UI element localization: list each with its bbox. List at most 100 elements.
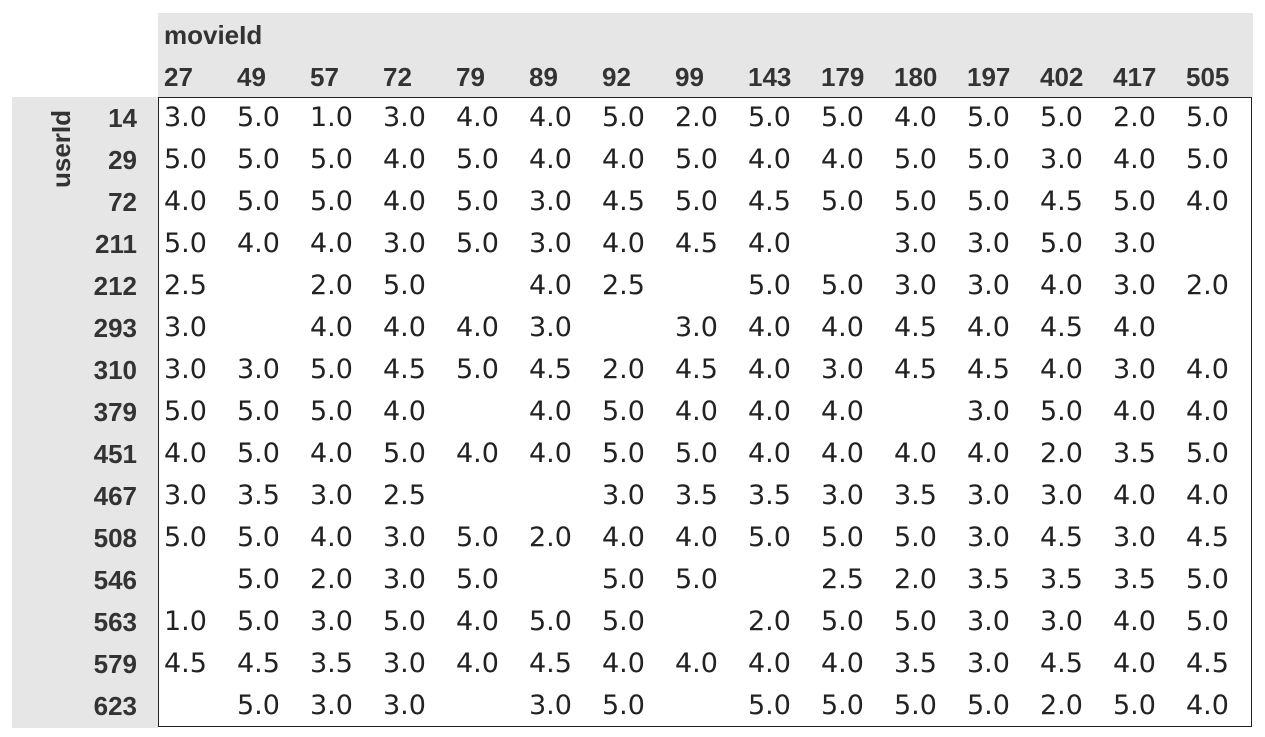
- cell-value: 3.5: [1040, 564, 1083, 595]
- cell-value: 5.0: [164, 396, 207, 427]
- cell-value: 3.5: [1113, 564, 1156, 595]
- cell-value: 4.0: [529, 144, 572, 175]
- column-label: 143: [748, 62, 792, 92]
- cell-value: 4.0: [967, 312, 1010, 343]
- cell-value: 5.0: [748, 102, 791, 133]
- cell-value: 5.0: [1186, 438, 1229, 469]
- cell-value: 4.5: [602, 186, 645, 217]
- row-label: 293: [93, 313, 137, 343]
- cell-value: 2.0: [310, 564, 353, 595]
- cell-value: 3.0: [310, 690, 353, 721]
- cell-value: 3.5: [237, 480, 280, 511]
- cell-value: 3.0: [1040, 606, 1083, 637]
- cell-value: 5.0: [967, 186, 1010, 217]
- cell-value: 3.5: [894, 480, 937, 511]
- cell-value: 5.0: [821, 690, 864, 721]
- cell-value: 4.5: [383, 354, 426, 385]
- cell-value: 3.0: [1113, 228, 1156, 259]
- cell-value: 2.0: [1113, 102, 1156, 133]
- cell-value: 5.0: [237, 438, 280, 469]
- cell-value: 3.5: [894, 648, 937, 679]
- cell-value: 5.0: [237, 186, 280, 217]
- cell-value: 4.5: [529, 648, 572, 679]
- cell-value: 4.0: [383, 396, 426, 427]
- cell-value: 5.0: [237, 564, 280, 595]
- cell-value: 3.0: [1113, 270, 1156, 301]
- row-header-band: [12, 97, 158, 728]
- cell-value: 4.0: [1113, 648, 1156, 679]
- column-label: 402: [1040, 62, 1084, 92]
- column-label: 27: [164, 62, 193, 92]
- cell-value: 3.0: [164, 480, 207, 511]
- cell-value: 5.0: [894, 144, 937, 175]
- cell-value: 5.0: [1040, 228, 1083, 259]
- cell-value: 5.0: [456, 522, 499, 553]
- row-label: 623: [93, 691, 137, 721]
- cell-value: 4.0: [1186, 480, 1229, 511]
- column-label: 79: [456, 62, 485, 92]
- cell-value: 2.0: [675, 102, 718, 133]
- cell-value: 4.0: [237, 228, 280, 259]
- cell-value: 5.0: [456, 186, 499, 217]
- cell-value: 3.0: [529, 186, 572, 217]
- cell-value: 4.0: [748, 354, 791, 385]
- column-label: 92: [602, 62, 631, 92]
- cell-value: 5.0: [675, 438, 718, 469]
- cell-value: 4.0: [310, 438, 353, 469]
- cell-value: 3.0: [967, 606, 1010, 637]
- cell-value: 4.5: [675, 228, 718, 259]
- cell-value: 5.0: [602, 396, 645, 427]
- cell-value: 5.0: [456, 144, 499, 175]
- cell-value: 5.0: [675, 144, 718, 175]
- column-label: 197: [967, 62, 1011, 92]
- column-header-title: movieId: [164, 20, 263, 50]
- cell-value: 3.0: [383, 690, 426, 721]
- row-label: 579: [93, 649, 137, 679]
- cell-value: 4.0: [310, 312, 353, 343]
- cell-value: 5.0: [310, 354, 353, 385]
- cell-value: 5.0: [237, 144, 280, 175]
- cell-value: 4.0: [675, 522, 718, 553]
- cell-value: 3.0: [967, 480, 1010, 511]
- cell-value: 4.0: [164, 438, 207, 469]
- cell-value: 4.0: [529, 396, 572, 427]
- cell-value: 5.0: [1186, 564, 1229, 595]
- cell-value: 4.0: [602, 648, 645, 679]
- cell-value: 4.0: [602, 144, 645, 175]
- row-label: 72: [108, 187, 137, 217]
- row-label: 467: [93, 481, 137, 511]
- cell-value: 2.5: [164, 270, 207, 301]
- cell-value: 4.5: [237, 648, 280, 679]
- cell-value: 3.0: [164, 102, 207, 133]
- cell-value: 4.0: [602, 228, 645, 259]
- cell-value: 2.0: [310, 270, 353, 301]
- cell-value: 3.0: [383, 228, 426, 259]
- cell-value: 4.0: [456, 312, 499, 343]
- cell-value: 5.0: [967, 144, 1010, 175]
- cell-value: 4.0: [748, 438, 791, 469]
- cell-value: 5.0: [310, 186, 353, 217]
- cell-value: 4.5: [894, 354, 937, 385]
- cell-value: 5.0: [602, 438, 645, 469]
- cell-value: 5.0: [602, 564, 645, 595]
- cell-value: 4.0: [748, 648, 791, 679]
- cell-value: 4.0: [821, 312, 864, 343]
- cell-value: 4.0: [1186, 690, 1229, 721]
- cell-value: 4.0: [456, 648, 499, 679]
- cell-value: 5.0: [602, 102, 645, 133]
- cell-value: 5.0: [456, 354, 499, 385]
- cell-value: 4.0: [821, 144, 864, 175]
- cell-value: 5.0: [821, 606, 864, 637]
- cell-value: 3.0: [967, 522, 1010, 553]
- cell-value: 4.0: [383, 144, 426, 175]
- cell-value: 5.0: [237, 396, 280, 427]
- cell-value: 4.0: [675, 648, 718, 679]
- row-label: 310: [93, 355, 137, 385]
- cell-value: 4.0: [529, 270, 572, 301]
- cell-value: 3.0: [310, 606, 353, 637]
- cell-value: 5.0: [456, 228, 499, 259]
- row-label: 563: [93, 607, 137, 637]
- cell-value: 3.0: [821, 480, 864, 511]
- cell-value: 4.0: [1113, 480, 1156, 511]
- cell-value: 3.0: [1113, 354, 1156, 385]
